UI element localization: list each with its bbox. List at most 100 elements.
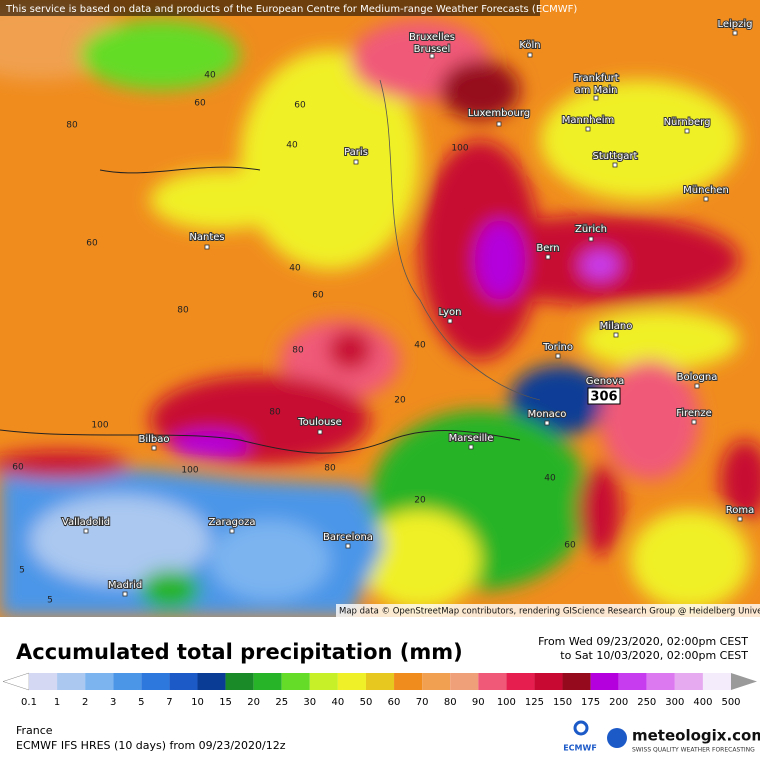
scale-label: 125 bbox=[525, 697, 544, 708]
city-label: Barcelona bbox=[323, 532, 373, 543]
contour-label: 40 bbox=[544, 474, 556, 484]
city-label: am Main bbox=[575, 85, 618, 96]
contour-label: 5 bbox=[47, 596, 53, 606]
city-label: Genova bbox=[586, 376, 624, 387]
brand: meteologix.com bbox=[632, 727, 760, 745]
city-label: Zürich bbox=[575, 224, 607, 235]
contour-label: 60 bbox=[86, 239, 98, 249]
period-start: From Wed 09/23/2020, 02:00pm CEST bbox=[538, 635, 748, 648]
scale-box bbox=[29, 673, 58, 690]
scale-box bbox=[478, 673, 507, 690]
scale-label: 70 bbox=[416, 697, 429, 708]
scale-box bbox=[113, 673, 142, 690]
scale-label: 30 bbox=[303, 697, 316, 708]
contour-label: 80 bbox=[292, 346, 304, 356]
contour-label: 20 bbox=[414, 496, 426, 506]
city-dot bbox=[83, 528, 89, 534]
scale-box bbox=[141, 673, 170, 690]
attribution: Map data © OpenStreetMap contributors, r… bbox=[339, 607, 760, 617]
scale-label: 0.1 bbox=[21, 697, 37, 708]
ecmwf-logo: ECMWF bbox=[563, 744, 597, 753]
scale-label: 25 bbox=[275, 697, 288, 708]
scale-label: 300 bbox=[665, 697, 684, 708]
city-label: Monaco bbox=[528, 409, 567, 420]
city-label: Valladolid bbox=[62, 517, 110, 528]
city-label: Nantes bbox=[189, 232, 224, 243]
city-dot bbox=[613, 332, 619, 338]
tagline: SWISS QUALITY WEATHER FORECASTING bbox=[632, 747, 755, 754]
contour-label: 40 bbox=[286, 141, 298, 151]
scale-arrow-right bbox=[731, 673, 757, 690]
city-label: Zaragoza bbox=[208, 517, 255, 528]
scale-box bbox=[450, 673, 479, 690]
scale-label: 1 bbox=[54, 697, 60, 708]
city-dot bbox=[555, 353, 561, 359]
scale-box bbox=[337, 673, 366, 690]
city-dot bbox=[527, 52, 533, 58]
city-label: Firenze bbox=[676, 408, 712, 419]
scale-label: 400 bbox=[693, 697, 712, 708]
scale-label: 40 bbox=[332, 697, 345, 708]
city-dot bbox=[229, 528, 235, 534]
scale-label: 100 bbox=[497, 697, 516, 708]
city-label: Madrid bbox=[108, 580, 142, 591]
city-label: München bbox=[683, 185, 729, 196]
contour-label: 40 bbox=[204, 71, 216, 81]
scale-label: 200 bbox=[609, 697, 628, 708]
contour-label: 60 bbox=[294, 101, 306, 111]
contour-label: 60 bbox=[564, 541, 576, 551]
title: Accumulated total precipitation (mm) bbox=[16, 640, 463, 664]
contour-label: 100 bbox=[181, 466, 198, 476]
city-dot bbox=[545, 254, 551, 260]
legend-panel: Accumulated total precipitation (mm) Fro… bbox=[2, 635, 760, 754]
contour-label: 40 bbox=[414, 341, 426, 351]
scale-arrow-left bbox=[2, 672, 30, 691]
city-dot bbox=[317, 429, 323, 435]
scale-label: 60 bbox=[388, 697, 401, 708]
scale-box bbox=[674, 673, 703, 690]
city-label: Leipzig bbox=[717, 19, 752, 30]
city-label: Bern bbox=[536, 243, 559, 254]
scale-box bbox=[225, 673, 254, 690]
city-dot bbox=[204, 244, 210, 250]
scale-box bbox=[309, 673, 338, 690]
city-label: Bologna bbox=[677, 372, 718, 383]
scale-label: 250 bbox=[637, 697, 656, 708]
contour-label: 80 bbox=[177, 306, 189, 316]
model-info: ECMWF IFS HRES (10 days) from 09/23/2020… bbox=[16, 739, 286, 752]
scale-box bbox=[57, 673, 86, 690]
city-label: Luxembourg bbox=[468, 108, 530, 119]
scale-label: 2 bbox=[82, 697, 88, 708]
scale-label: 500 bbox=[721, 697, 740, 708]
scale-label: 175 bbox=[581, 697, 600, 708]
scale-box bbox=[590, 673, 619, 690]
scale-label: 7 bbox=[166, 697, 172, 708]
scale-label: 20 bbox=[247, 697, 260, 708]
scale-label: 150 bbox=[553, 697, 572, 708]
scale-box bbox=[85, 673, 114, 690]
city-dot bbox=[732, 30, 738, 36]
contour-label: 5 bbox=[19, 566, 25, 576]
city-label: Köln bbox=[519, 40, 540, 51]
city-label: Paris bbox=[344, 147, 368, 158]
city-label: Lyon bbox=[438, 307, 461, 318]
city-dot bbox=[151, 445, 157, 451]
contour-label: 60 bbox=[312, 291, 324, 301]
city-label: Roma bbox=[726, 505, 755, 516]
contour-label: 40 bbox=[289, 264, 301, 274]
city-dot bbox=[593, 95, 599, 101]
scale-box bbox=[197, 673, 226, 690]
contour-label: 20 bbox=[394, 396, 406, 406]
region: France bbox=[16, 724, 53, 737]
city-dot bbox=[588, 236, 594, 242]
city-dot bbox=[468, 444, 474, 450]
city-dot bbox=[691, 419, 697, 425]
scale-box bbox=[562, 673, 591, 690]
city-label: Bruxelles bbox=[409, 32, 455, 43]
scale-label: 15 bbox=[219, 697, 232, 708]
contour-label: 80 bbox=[66, 121, 78, 131]
period-end: to Sat 10/03/2020, 02:00pm CEST bbox=[560, 649, 748, 662]
peak-value: 306 bbox=[590, 390, 617, 405]
scale-box bbox=[253, 673, 282, 690]
